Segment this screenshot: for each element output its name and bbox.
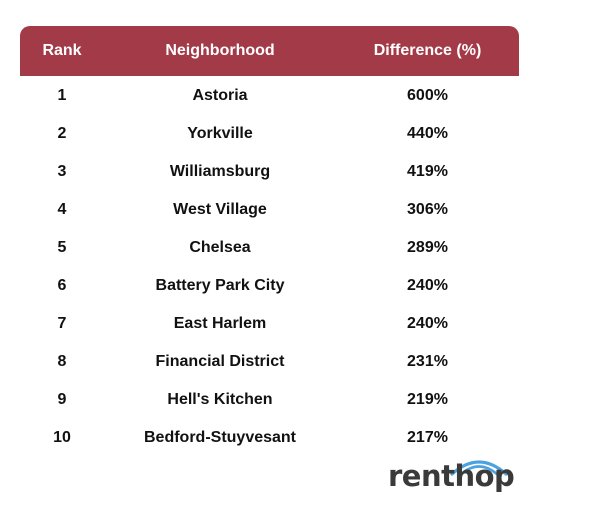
- table-row: 1 Astoria 600%: [20, 77, 519, 115]
- difference-cell: 240%: [407, 277, 448, 294]
- neighborhood-cell: West Village: [173, 201, 267, 218]
- renthop-logo: renthop: [388, 458, 515, 498]
- difference-cell: 217%: [407, 429, 448, 446]
- rank-cell: 7: [57, 315, 67, 332]
- table-row: 6 Battery Park City 240%: [20, 267, 519, 305]
- rank-cell: 3: [57, 163, 67, 180]
- difference-cell: 231%: [407, 353, 448, 370]
- neighborhood-cell: Williamsburg: [169, 163, 271, 180]
- neighborhood-cell: Chelsea: [189, 239, 251, 256]
- logo-text: renthop: [388, 459, 515, 493]
- neighborhood-cell: Battery Park City: [155, 277, 285, 294]
- difference-cell: 289%: [407, 239, 448, 256]
- rank-cell: 4: [57, 201, 67, 218]
- rank-cell: 6: [57, 277, 67, 294]
- table-row: 3 Williamsburg 419%: [20, 153, 519, 191]
- table-header: Rank Neighborhood Difference (%): [20, 26, 519, 76]
- neighborhood-cell: Hell's Kitchen: [167, 391, 273, 408]
- rank-cell: 2: [57, 125, 67, 142]
- ranking-table: Rank Neighborhood Difference (%) 1 Astori…: [20, 26, 519, 457]
- difference-cell: 419%: [407, 163, 448, 180]
- table-row: 2 Yorkville 440%: [20, 115, 519, 153]
- table-row: 7 East Harlem 240%: [20, 305, 519, 343]
- neighborhood-cell: Astoria: [192, 87, 248, 104]
- rank-cell: 9: [57, 391, 67, 408]
- difference-cell: 600%: [407, 87, 448, 104]
- neighborhood-cell: Financial District: [155, 353, 285, 370]
- difference-cell: 240%: [407, 315, 448, 332]
- rank-cell: 10: [53, 429, 71, 446]
- table-row: 4 West Village 306%: [20, 191, 519, 229]
- header-neighborhood: Neighborhood: [165, 42, 275, 59]
- rank-cell: 5: [57, 239, 67, 256]
- difference-cell: 440%: [407, 125, 448, 142]
- neighborhood-cell: East Harlem: [173, 315, 267, 332]
- neighborhood-cell: Yorkville: [187, 125, 253, 142]
- rank-cell: 8: [57, 353, 67, 370]
- table-row: 9 Hell's Kitchen 219%: [20, 381, 519, 419]
- table-row: 10 Bedford-Stuyvesant 217%: [20, 419, 519, 457]
- header-rank: Rank: [42, 42, 82, 59]
- table-row: 8 Financial District 231%: [20, 343, 519, 381]
- neighborhood-cell: Bedford-Stuyvesant: [143, 429, 297, 446]
- difference-cell: 306%: [407, 201, 448, 218]
- difference-cell: 219%: [407, 391, 448, 408]
- header-difference: Difference (%): [373, 42, 482, 59]
- table-body: 1 Astoria 600% 2 Yorkville 440% 3 Williamsburg 4…: [20, 76, 519, 457]
- table-row: 5 Chelsea 289%: [20, 229, 519, 267]
- rank-cell: 1: [57, 87, 67, 104]
- renthop-arc-icon: [450, 460, 508, 476]
